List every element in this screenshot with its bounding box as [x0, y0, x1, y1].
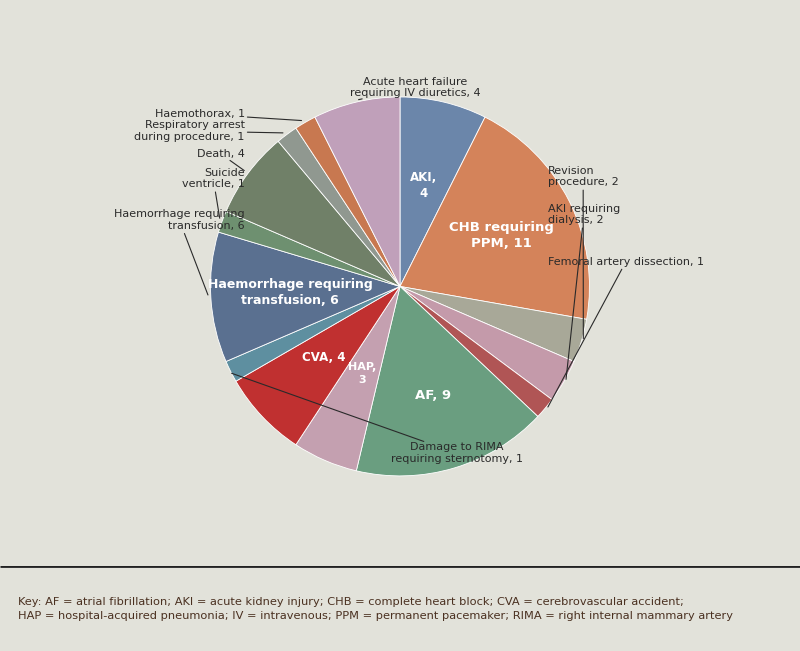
Wedge shape: [218, 212, 400, 286]
Wedge shape: [296, 117, 400, 286]
Text: Acute heart failure
requiring IV diuretics, 4: Acute heart failure requiring IV diureti…: [350, 77, 481, 100]
Wedge shape: [210, 232, 400, 361]
Text: Suicide
ventricle, 1: Suicide ventricle, 1: [182, 168, 245, 218]
Text: AKI requiring
dialysis, 2: AKI requiring dialysis, 2: [548, 204, 620, 380]
Wedge shape: [236, 286, 400, 445]
Wedge shape: [400, 117, 590, 320]
Wedge shape: [278, 128, 400, 286]
Text: Haemorrhage requiring
transfusion, 6: Haemorrhage requiring transfusion, 6: [114, 210, 245, 295]
Text: HAP,
3: HAP, 3: [348, 362, 377, 385]
Text: AKI,
4: AKI, 4: [410, 171, 438, 200]
Wedge shape: [400, 97, 485, 286]
Wedge shape: [226, 286, 400, 381]
Text: AF, 9: AF, 9: [414, 389, 450, 402]
Wedge shape: [356, 286, 538, 476]
Text: Respiratory arrest
during procedure, 1: Respiratory arrest during procedure, 1: [134, 120, 283, 142]
Text: Haemothorax, 1: Haemothorax, 1: [154, 109, 302, 120]
Text: Death, 4: Death, 4: [197, 149, 245, 171]
Text: Key: AF = atrial fibrillation; AKI = acute kidney injury; CHB = complete heart b: Key: AF = atrial fibrillation; AKI = acu…: [18, 597, 733, 620]
Wedge shape: [226, 141, 400, 286]
Text: CHB requiring
PPM, 11: CHB requiring PPM, 11: [449, 221, 554, 250]
Text: Femoral artery dissection, 1: Femoral artery dissection, 1: [548, 256, 704, 407]
Text: Damage to RIMA
requiring sternotomy, 1: Damage to RIMA requiring sternotomy, 1: [232, 373, 523, 464]
Text: CVA, 4: CVA, 4: [302, 352, 346, 365]
Wedge shape: [400, 286, 552, 417]
Text: Haemorrhage requiring
transfusion, 6: Haemorrhage requiring transfusion, 6: [208, 279, 373, 307]
Wedge shape: [296, 286, 400, 471]
Text: Revision
procedure, 2: Revision procedure, 2: [548, 166, 618, 339]
Wedge shape: [400, 286, 574, 400]
Wedge shape: [315, 97, 400, 286]
Wedge shape: [400, 286, 586, 361]
